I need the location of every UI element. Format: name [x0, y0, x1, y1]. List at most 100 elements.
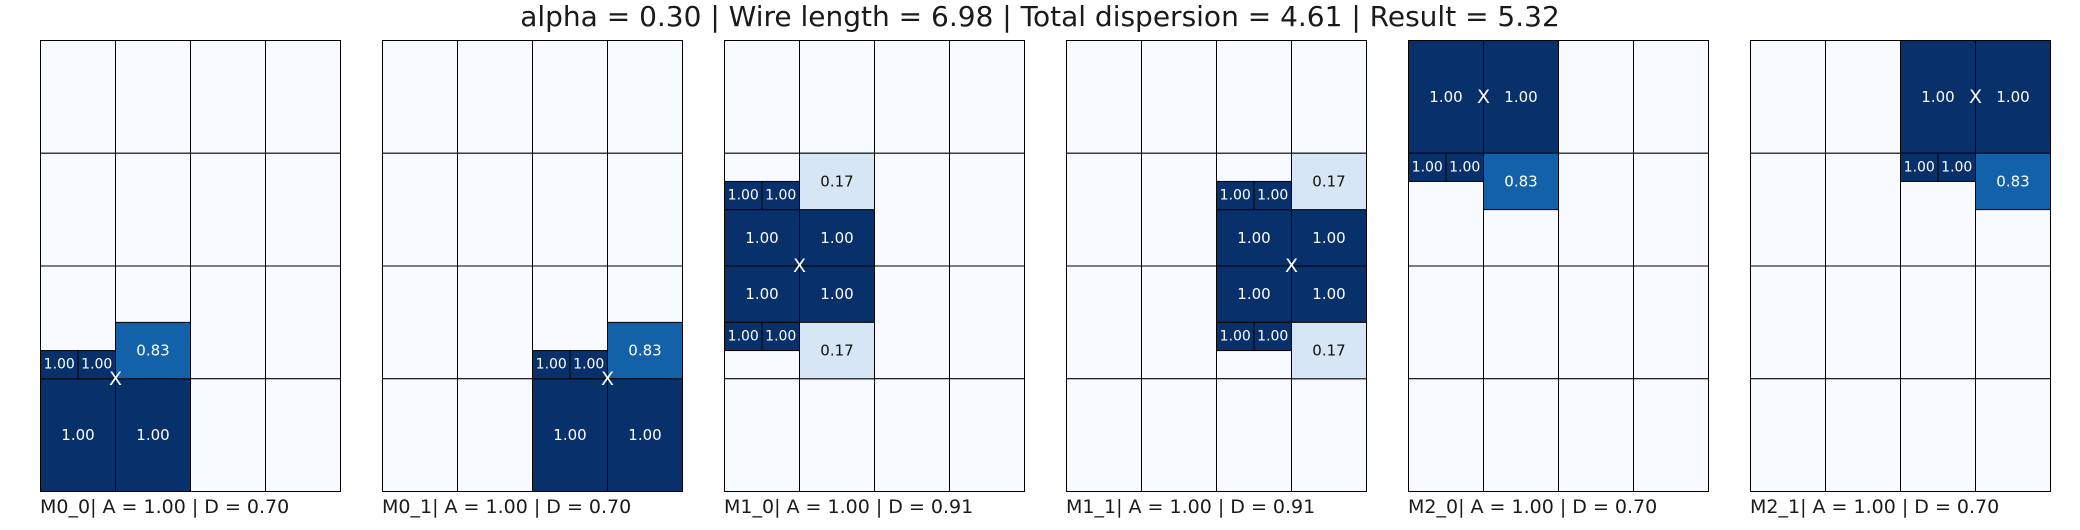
placement-grid: 1.00 1.000.831.00 1.00X: [1750, 40, 2051, 492]
block-value-label: 1.00: [1996, 88, 2029, 106]
grid-cell: [874, 265, 950, 380]
block-value-label: 1.00: [1237, 229, 1270, 247]
grid-cell: [457, 40, 533, 154]
block-value-label: 1.00: [61, 426, 94, 444]
grid-cell: [1750, 265, 1826, 380]
grid-cell: [265, 152, 341, 267]
module-block: [1216, 209, 1292, 267]
block-value-label: 1.00: [728, 188, 759, 204]
module-block: [1253, 321, 1292, 352]
grid-cell: [1633, 40, 1709, 154]
panel-m1-0: 1.00 1.00 1.00 1.00 0.17 0.17 1.00 1.00 1.00 1.00…: [724, 40, 1025, 518]
module-block: [724, 209, 800, 267]
panel-label: M1_1| A = 1.00 | D = 0.91: [1066, 496, 1316, 518]
panel-m0-0: 1.00 1.00 0.83 1.00 1.00 X M0_0| A = 1.00 | D…: [40, 40, 341, 518]
block-value-label: 1.00: [573, 357, 604, 373]
block-value-label: 1.00: [1312, 285, 1345, 303]
grid-cell: [190, 40, 266, 154]
block-value-label: 1.00: [1904, 159, 1935, 175]
block-value-label: 0.83: [628, 342, 661, 360]
block-value-label: 1.00: [765, 188, 796, 204]
block-value-label: 1.00: [81, 357, 112, 373]
module-block: [724, 180, 763, 211]
block-value-label: 1.00: [745, 285, 778, 303]
block-value-label: 1.00: [1257, 328, 1288, 344]
grid-cell: [115, 152, 191, 267]
grid-cell: [1900, 265, 1976, 380]
grid-cell: [1558, 265, 1634, 380]
grid-cell: [115, 40, 191, 154]
grid-cell: [1633, 378, 1709, 492]
grid-cell: [724, 40, 800, 154]
grid-cell: [1825, 378, 1901, 492]
block-value-label: 1.00: [1429, 88, 1462, 106]
block-value-label: 1.00: [745, 229, 778, 247]
grid-cell: [1750, 152, 1826, 267]
center-marker: X: [793, 255, 806, 277]
module-block: [532, 378, 608, 492]
panel-label: M1_0| A = 1.00 | D = 0.91: [724, 496, 974, 518]
grid-cell: [607, 152, 683, 267]
grid-cell: [874, 152, 950, 267]
grid-cell: [265, 265, 341, 380]
grid-cell: [1825, 152, 1901, 267]
module-block: [115, 321, 191, 380]
grid-cell: [949, 378, 1025, 492]
grid-cell: [949, 40, 1025, 154]
module-block: [761, 180, 800, 211]
grid-frame: [1408, 40, 1709, 492]
panel-label: M0_1| A = 1.00 | D = 0.70: [382, 496, 632, 518]
module-block: [1216, 180, 1255, 211]
module-block: [1408, 152, 1447, 182]
panel-m0-1: 1.00 1.00 0.83 1.00 1.00 X M0_1| A = 1.00 | D…: [382, 40, 683, 518]
grid-cell: [1216, 40, 1292, 154]
grid-cell: [382, 378, 458, 492]
block-value-label: 1.00: [628, 426, 661, 444]
block-value-label: 0.17: [820, 172, 853, 190]
module-block: [761, 321, 800, 352]
block-value-label: 1.00: [1504, 88, 1537, 106]
grid-cell: [1483, 265, 1559, 380]
grid-cell: [1825, 40, 1901, 154]
center-marker: X: [1285, 255, 1298, 277]
grid-cell: [799, 378, 875, 492]
block-value-label: 1.00: [1941, 159, 1972, 175]
placement-grid: 1.00 1.00 1.00 1.00 0.17 0.17 1.00 1.00 1.00 1.00…: [724, 40, 1025, 492]
module-block: [1975, 152, 2051, 211]
placement-grid: 1.00 1.000.831.00 1.00X: [40, 40, 341, 492]
grid-cell: [1483, 378, 1559, 492]
grid-cell: [1141, 265, 1217, 380]
block-value-label: 1.00: [1921, 88, 1954, 106]
block-value-label: 1.00: [1220, 188, 1251, 204]
block-value-label: 1.00: [536, 357, 567, 373]
module-block: [1291, 321, 1367, 380]
panel-m2-1: 1.00 1.00 0.83 1.00 1.00 X M2_1| A = 1.00 | D…: [1750, 40, 2051, 518]
block-value-label: 0.83: [136, 342, 169, 360]
block-value-label: 1.00: [1257, 188, 1288, 204]
grid-cell: [1558, 378, 1634, 492]
block-value-label: 0.83: [1996, 172, 2029, 190]
grid-cell: [532, 152, 608, 267]
module-block: [1483, 40, 1559, 154]
block-value-label: 1.00: [728, 328, 759, 344]
panel-label: M2_0| A = 1.00 | D = 0.70: [1408, 496, 1658, 518]
grid-cell: [874, 40, 950, 154]
grid-frame: [1750, 40, 2051, 492]
grid-cell: [1825, 265, 1901, 380]
grid-cell: [1216, 378, 1292, 492]
module-block: [724, 265, 800, 323]
grid-cell: [874, 378, 950, 492]
panel-label: M0_0| A = 1.00 | D = 0.70: [40, 496, 290, 518]
block-value-label: 1.00: [44, 357, 75, 373]
grid-cell: [532, 40, 608, 154]
grid-cell: [1558, 40, 1634, 154]
grid-cell: [1141, 378, 1217, 492]
grid-cell: [457, 378, 533, 492]
grid-cell: [1408, 378, 1484, 492]
block-value-label: 1.00: [1312, 229, 1345, 247]
block-value-label: 1.00: [1412, 159, 1443, 175]
grid-cell: [382, 40, 458, 154]
grid-cell: [457, 152, 533, 267]
grid-cell: [949, 265, 1025, 380]
block-value-label: 0.17: [1312, 342, 1345, 360]
